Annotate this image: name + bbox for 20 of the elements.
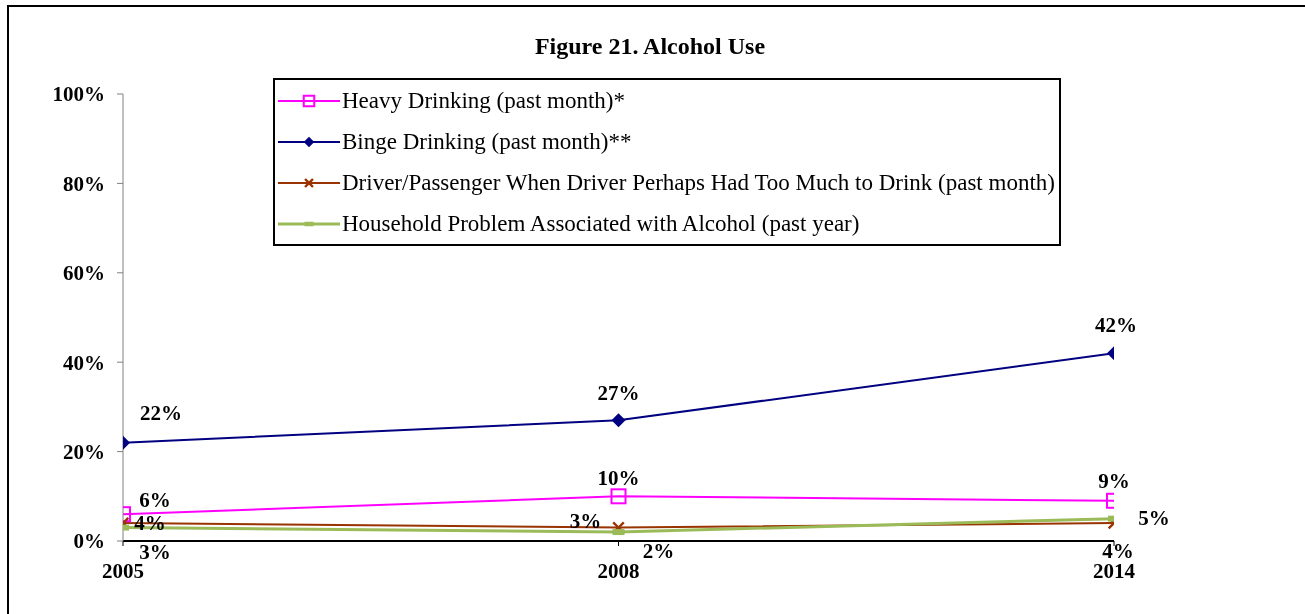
y-tick-label: 60% <box>63 261 105 286</box>
data-label: 10% <box>597 466 640 491</box>
y-tick-label: 0% <box>73 529 105 554</box>
y-tick-label: 40% <box>63 350 105 375</box>
data-label: 42% <box>1095 313 1137 338</box>
x-tick-label: 2008 <box>597 558 640 583</box>
data-label: 5% <box>1138 505 1170 530</box>
data-label: 27% <box>597 381 640 406</box>
legend-label: Binge Drinking (past month)** <box>342 128 632 155</box>
data-label: 6% <box>139 488 171 513</box>
chart-title: Figure 21. Alcohol Use <box>533 32 767 60</box>
data-label: 2% <box>642 539 675 564</box>
y-tick-label: 80% <box>63 171 105 196</box>
data-label: 22% <box>140 400 182 425</box>
legend-label: Driver/Passenger When Driver Perhaps Had Too Much to Drink (past month) <box>342 169 1055 196</box>
legend-label: Household Problem Associated with Alcohol (past year) <box>342 210 860 237</box>
y-tick-label: 20% <box>63 440 105 465</box>
y-tick-label: 100% <box>52 82 105 107</box>
data-label: 9% <box>1098 468 1130 493</box>
legend-label: Heavy Drinking (past month)* <box>342 87 625 114</box>
